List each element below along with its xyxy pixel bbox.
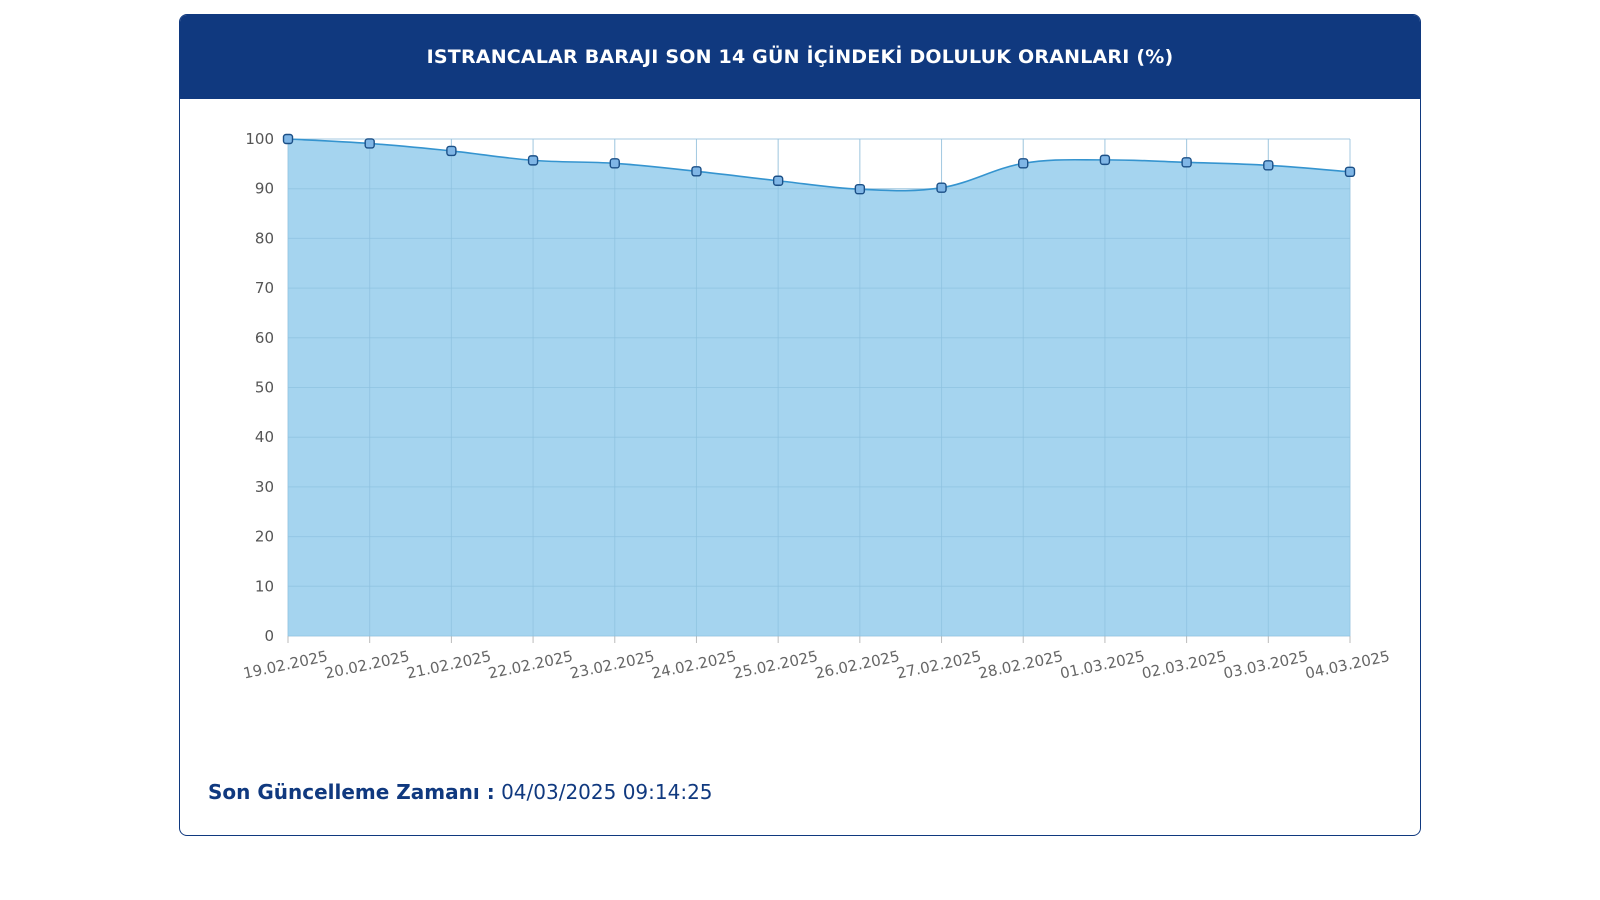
chart-title: ISTRANCALAR BARAJI SON 14 GÜN İÇİNDEKİ D… [426,46,1174,68]
x-tick-label: 22.02.2025 [487,647,575,682]
x-tick-label: 24.02.2025 [650,647,738,682]
data-point [446,145,457,157]
data-point [527,155,539,166]
data-point [1344,166,1356,178]
series-line [287,138,1351,192]
data-point [1099,154,1111,166]
y-tick-label: 0 [264,627,274,645]
y-tick-label: 90 [255,180,274,198]
y-tick-label: 50 [255,379,274,397]
y-tick-label: 70 [255,279,274,297]
data-point [1018,158,1029,169]
y-tick-label: 60 [255,329,274,347]
x-tick-label: 20.02.2025 [323,647,411,682]
last-update-label: Son Güncelleme Zamanı : [208,780,495,804]
last-update: Son Güncelleme Zamanı : 04/03/2025 09:14… [208,780,713,804]
x-tick-label: 26.02.2025 [813,647,901,682]
last-update-value: 04/03/2025 09:14:25 [501,780,713,804]
chart-card: ISTRANCALAR BARAJI SON 14 GÜN İÇİNDEKİ D… [179,14,1421,836]
x-tick-label: 03.03.2025 [1222,647,1310,682]
x-tick-label: 04.03.2025 [1304,647,1392,682]
data-point [772,175,784,186]
y-tick-label: 100 [245,130,274,148]
chart-area: 0 10 20 30 40 50 60 70 80 90 100 19.02.2025 20.02.20… [180,99,1420,739]
data-point [854,183,866,195]
x-tick-label: 21.02.2025 [405,647,493,682]
area-chart: 0 10 20 30 40 50 60 70 80 90 100 19.02.202520.02.20… [242,130,1392,683]
card-header: ISTRANCALAR BARAJI SON 14 GÜN İÇİNDEKİ D… [180,15,1420,99]
y-tick-label: 30 [255,478,274,496]
x-tick-label: 25.02.2025 [732,647,820,682]
x-tick-label: 01.03.2025 [1059,647,1147,682]
x-tick-label: 28.02.2025 [977,647,1065,682]
data-point [364,138,375,149]
x-tick-label: 19.02.2025 [242,647,330,682]
data-point [936,182,947,193]
x-tick-label: 27.02.2025 [895,647,983,682]
x-tick-label: 23.02.2025 [568,647,656,682]
data-point [282,133,294,145]
y-tick-label: 10 [255,577,274,595]
data-point [1263,160,1274,171]
y-tick-label: 40 [255,428,274,446]
x-tick-label: 02.03.2025 [1140,647,1228,682]
data-point [609,158,620,169]
data-point [1181,157,1192,168]
y-tick-label: 80 [255,229,274,247]
y-tick-label: 20 [255,528,274,546]
data-point [691,166,702,177]
